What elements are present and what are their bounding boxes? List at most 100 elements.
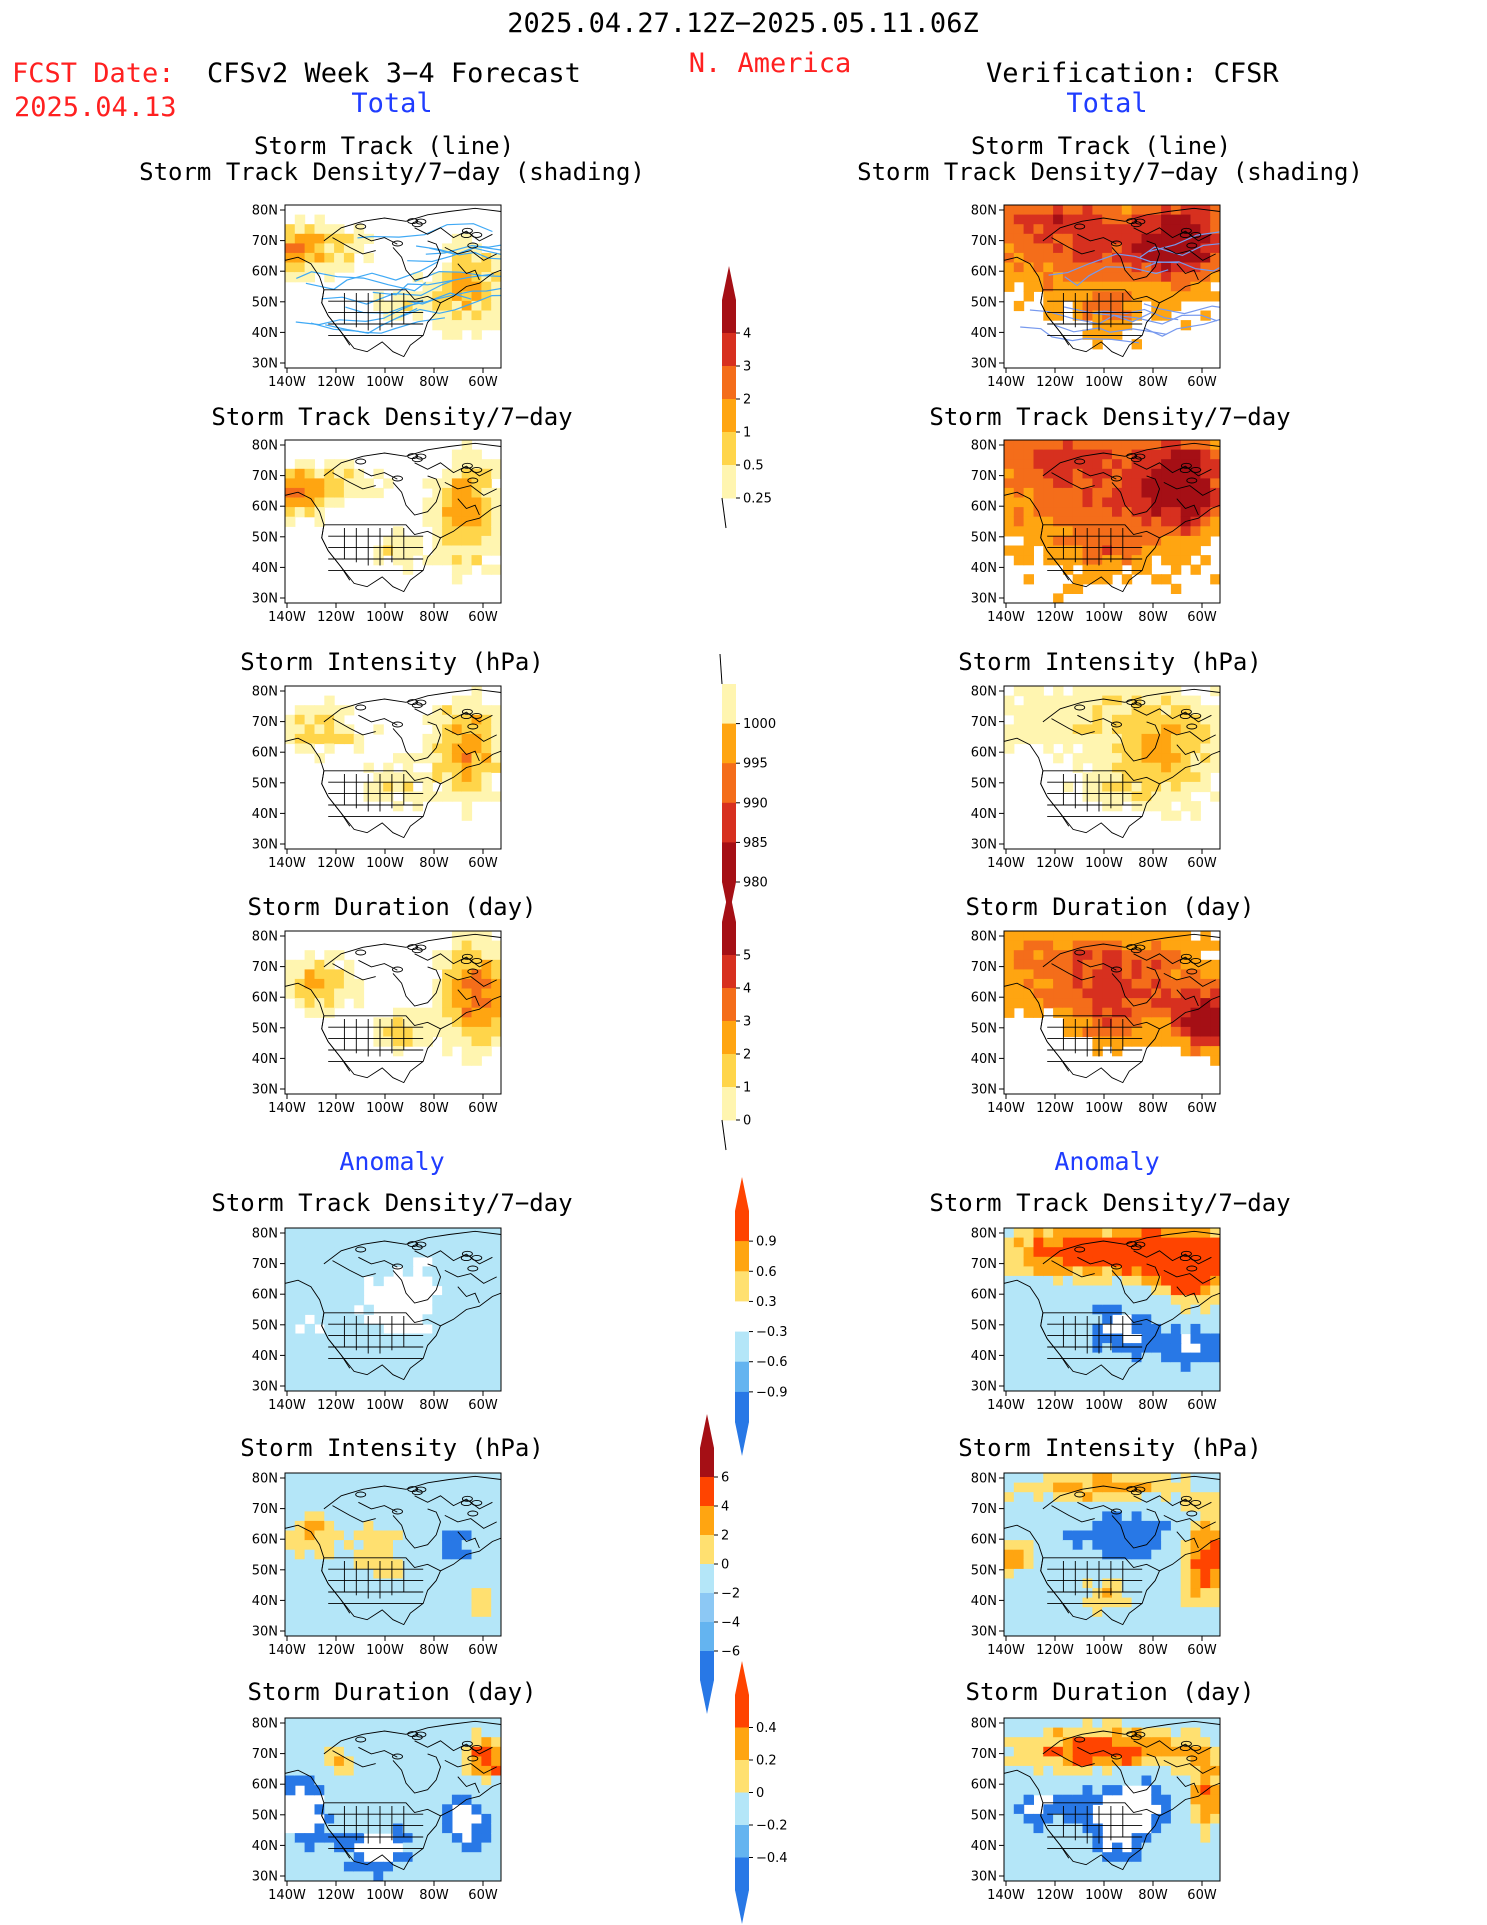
coastline bbox=[1111, 966, 1160, 1007]
shading-cell bbox=[1053, 714, 1064, 725]
shading-cell bbox=[442, 1492, 453, 1503]
shading-cell bbox=[1200, 233, 1211, 244]
shading-cell bbox=[1082, 291, 1093, 302]
shading-cell bbox=[1161, 1804, 1172, 1815]
shading-cell bbox=[442, 1017, 453, 1028]
shading-cell bbox=[442, 262, 453, 273]
shading-cell bbox=[1112, 468, 1123, 479]
shading-cell bbox=[1043, 1737, 1054, 1748]
shading-cell bbox=[1170, 1578, 1182, 1589]
shading-cell bbox=[1131, 1842, 1142, 1853]
shading-cell bbox=[1121, 1540, 1133, 1551]
shading-cell bbox=[432, 1520, 443, 1532]
shading-cell bbox=[353, 1823, 365, 1834]
colorbar-label: 990 bbox=[743, 796, 768, 811]
shading-cell bbox=[1102, 440, 1113, 451]
shading-cell bbox=[402, 1765, 414, 1777]
shading-cell bbox=[1151, 762, 1162, 773]
shading-cell bbox=[383, 1492, 394, 1503]
shading-cell bbox=[294, 1482, 306, 1493]
shading-cell bbox=[471, 1718, 482, 1729]
shading-cell bbox=[491, 516, 501, 527]
lon-label: 60W bbox=[468, 375, 498, 390]
shading-cell bbox=[422, 1247, 433, 1258]
shading-cell bbox=[1043, 1833, 1054, 1844]
shading-cell bbox=[402, 1228, 414, 1239]
shading-cell bbox=[1102, 1559, 1113, 1570]
shading-cell bbox=[304, 1473, 315, 1484]
shading-cell bbox=[1082, 1256, 1093, 1267]
colorbar-label: 6 bbox=[721, 1471, 729, 1486]
shading-cell bbox=[1082, 714, 1093, 725]
fc-duration-anom-map-frame bbox=[284, 1717, 502, 1882]
shading-cell bbox=[1210, 1237, 1220, 1248]
shading-cell bbox=[422, 753, 433, 764]
shading-cell bbox=[1062, 998, 1074, 1009]
shading-cell bbox=[461, 1559, 473, 1570]
coastline bbox=[1133, 1740, 1212, 1755]
island-outline bbox=[460, 1500, 472, 1507]
shading-cell bbox=[1200, 535, 1211, 547]
shading-cell bbox=[294, 998, 306, 1009]
lat-label: 30N bbox=[971, 838, 997, 853]
shading-cell bbox=[324, 262, 335, 273]
shading-cell bbox=[1190, 978, 1201, 990]
shading-cell bbox=[1043, 1727, 1054, 1738]
shading-cell bbox=[442, 1794, 453, 1805]
shading-cell bbox=[1092, 1842, 1103, 1853]
shading-cell bbox=[1004, 724, 1015, 735]
shading-cell bbox=[304, 1256, 315, 1267]
shading-cell bbox=[1013, 1381, 1025, 1391]
shading-cell bbox=[363, 1765, 374, 1777]
shading-cell bbox=[451, 459, 463, 470]
shading-cell bbox=[383, 1511, 394, 1522]
shading-cell bbox=[1200, 459, 1211, 470]
shading-cell bbox=[461, 695, 473, 706]
shading-cell bbox=[1033, 1333, 1044, 1344]
fc-duration-map-frame bbox=[284, 930, 502, 1095]
shading-cell bbox=[314, 1718, 325, 1729]
shading-cell bbox=[481, 320, 492, 331]
shading-cell bbox=[1102, 1607, 1113, 1618]
shading-cell bbox=[1190, 1871, 1201, 1881]
shading-cell bbox=[304, 1626, 315, 1636]
colorbar-label: 995 bbox=[743, 757, 768, 772]
shading-cell bbox=[1170, 1381, 1182, 1391]
shading-cell bbox=[1190, 1578, 1201, 1589]
shading-cell bbox=[1131, 1266, 1142, 1277]
shading-cell bbox=[1053, 753, 1064, 764]
shading-cell bbox=[1092, 969, 1103, 980]
shading-cell bbox=[324, 1492, 335, 1503]
shading-cell bbox=[1082, 1775, 1093, 1786]
shading-cell bbox=[1180, 205, 1192, 216]
shading-cell bbox=[373, 1473, 384, 1484]
shading-cell bbox=[1121, 535, 1133, 547]
shading-cell bbox=[1013, 545, 1025, 556]
shading-cell bbox=[324, 497, 335, 508]
shading-cell bbox=[1170, 940, 1182, 951]
lat-label: 60N bbox=[252, 265, 278, 280]
shading-cell bbox=[1092, 1823, 1103, 1834]
shading-cell bbox=[1180, 1833, 1192, 1844]
shading-cell bbox=[1112, 724, 1123, 735]
shading-cell bbox=[402, 1616, 414, 1627]
ob-track-title-1: Storm Track (line) bbox=[970, 132, 1232, 160]
shading-cell bbox=[1072, 988, 1084, 999]
shading-cell bbox=[1180, 1247, 1192, 1258]
shading-cell bbox=[1043, 1256, 1054, 1267]
lat-label: 50N bbox=[971, 1318, 997, 1333]
shading-cell bbox=[294, 1362, 306, 1373]
shading-cell bbox=[1053, 1871, 1064, 1881]
shading-cell bbox=[1151, 1607, 1162, 1618]
shading-cell bbox=[1170, 1607, 1182, 1618]
shading-cell bbox=[1023, 1323, 1034, 1335]
shading-cell bbox=[1072, 1381, 1084, 1391]
shading-cell bbox=[491, 1852, 501, 1863]
lat-label: 60N bbox=[971, 1533, 997, 1548]
shading-cell bbox=[334, 714, 345, 725]
shading-cell bbox=[334, 1343, 345, 1354]
shading-cell bbox=[324, 969, 335, 980]
shading-cell bbox=[1161, 310, 1172, 321]
shading-cell bbox=[1092, 1343, 1103, 1354]
